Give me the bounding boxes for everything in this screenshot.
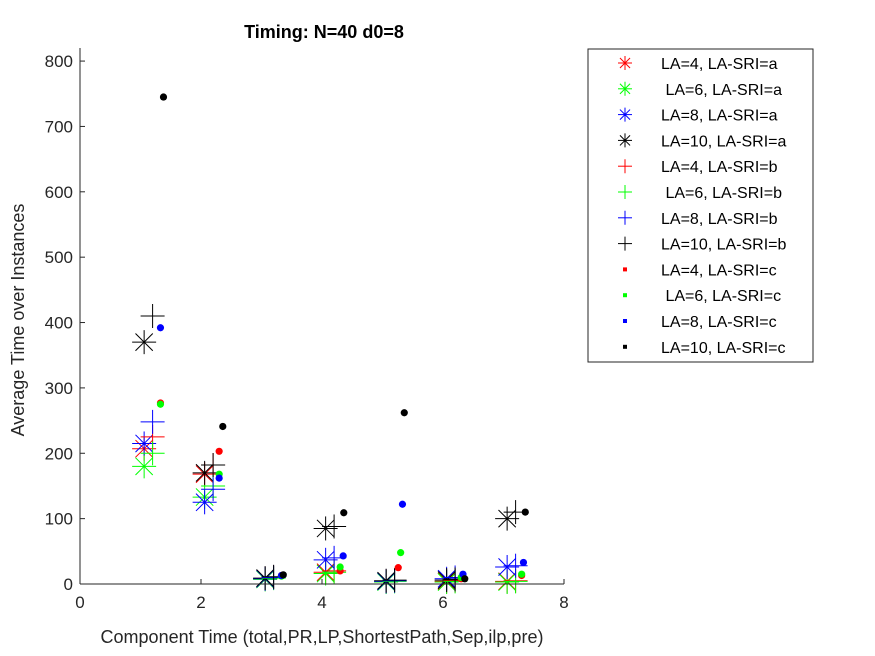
data-point	[156, 400, 165, 408]
legend-marker	[618, 56, 632, 70]
data-point	[140, 441, 165, 466]
legend-marker	[618, 236, 632, 251]
legend-label: LA=6, LA-SRI=c	[661, 288, 781, 305]
x-tick-label: 6	[438, 593, 447, 612]
data-point	[519, 558, 528, 567]
data-point	[400, 409, 408, 417]
legend: LA=4, LA-SRI=a LA=6, LA-SRI=a LA=8, LA-SR…	[587, 48, 814, 363]
data-point	[156, 324, 165, 332]
legend-marker	[623, 344, 627, 349]
legend-box	[587, 48, 814, 363]
legend-marker	[623, 293, 627, 298]
x-tick-label: 2	[196, 593, 205, 612]
x-tick-label: 8	[559, 593, 568, 612]
y-tick-label: 700	[45, 117, 73, 136]
data-point	[192, 490, 217, 515]
series-12	[159, 93, 529, 583]
y-tick-label: 400	[45, 314, 73, 333]
data-point	[382, 568, 407, 593]
x-tick-label: 4	[317, 593, 326, 612]
legend-item: LA=8, LA-SRI=c	[623, 314, 777, 331]
chart-title: Timing: N=40 d0=8	[244, 22, 404, 42]
legend-label: LA=6, LA-SRI=a	[661, 82, 782, 99]
legend-label: LA=10, LA-SRI=b	[661, 237, 787, 254]
data-point	[201, 477, 226, 502]
data-point	[215, 447, 223, 455]
y-axis-label: Average Time over Instances	[8, 204, 28, 437]
legend-label: LA=4, LA-SRI=c	[661, 262, 777, 279]
legend-item: LA=8, LA-SRI=a	[618, 107, 778, 125]
data-point	[397, 549, 405, 557]
legend-item: LA=4, LA-SRI=c	[623, 262, 777, 279]
legend-item: LA=8, LA-SRI=b	[618, 210, 778, 228]
data-point	[132, 454, 157, 479]
legend-label: LA=10, LA-SRI=c	[661, 340, 786, 357]
legend-label: LA=4, LA-SRI=a	[661, 56, 778, 73]
legend-item: LA=10, LA-SRI=b	[618, 236, 787, 254]
legend-marker	[618, 185, 632, 199]
data-point	[159, 93, 168, 101]
legend-label: LA=8, LA-SRI=c	[661, 314, 777, 331]
data-point	[394, 564, 402, 572]
legend-label: LA=10, LA-SRI=a	[661, 133, 787, 150]
legend-marker	[623, 319, 627, 323]
series-11	[156, 324, 528, 580]
data-point	[322, 514, 347, 539]
legend-marker	[618, 133, 632, 148]
data-markers	[132, 93, 529, 595]
data-point	[461, 575, 469, 583]
y-tick-label: 0	[64, 575, 73, 594]
data-point	[518, 570, 526, 578]
legend-label: LA=4, LA-SRI=b	[661, 159, 778, 176]
legend-item: LA=4, LA-SRI=b	[618, 159, 778, 176]
y-tick-label: 200	[45, 444, 73, 463]
data-point	[521, 508, 529, 516]
data-point	[336, 563, 344, 571]
y-tick-label: 300	[45, 379, 73, 398]
data-point	[398, 500, 407, 508]
x-tick-label: 0	[75, 593, 84, 612]
legend-item: LA=10, LA-SRI=c	[623, 340, 786, 357]
legend-marker	[618, 107, 632, 122]
y-tick-label: 800	[45, 52, 73, 71]
data-point	[215, 474, 223, 482]
data-point	[279, 571, 287, 579]
data-point	[339, 552, 347, 560]
legend-label: LA=8, LA-SRI=a	[661, 108, 778, 125]
legend-label: LA=8, LA-SRI=b	[661, 211, 778, 228]
data-point	[201, 453, 226, 478]
legend-item: LA=6, LA-SRI=c	[623, 288, 781, 305]
legend-marker	[618, 159, 632, 174]
legend-item: LA=10, LA-SRI=a	[618, 133, 787, 150]
legend-marker	[618, 210, 632, 225]
y-tick-label: 100	[45, 510, 73, 529]
y-tick-label: 600	[45, 183, 73, 202]
x-axis-label: Component Time (total,PR,LP,ShortestPath…	[101, 627, 544, 647]
legend-item: LA=6, LA-SRI=b	[618, 185, 782, 202]
data-point	[140, 409, 165, 434]
data-point	[340, 509, 348, 517]
legend-item: LA=6, LA-SRI=a	[618, 81, 782, 99]
legend-marker	[618, 81, 632, 96]
data-point	[140, 304, 165, 328]
legend-item: LA=4, LA-SRI=a	[618, 56, 778, 73]
y-ticks: 0 100 200 300 400 500 600 700 800	[45, 52, 85, 594]
legend-marker	[623, 267, 627, 272]
data-point	[132, 330, 157, 355]
data-point	[219, 422, 227, 431]
x-ticks: 0 2 4 6 8	[75, 579, 569, 612]
legend-label: LA=6, LA-SRI=b	[661, 185, 782, 202]
y-tick-label: 500	[45, 248, 73, 267]
